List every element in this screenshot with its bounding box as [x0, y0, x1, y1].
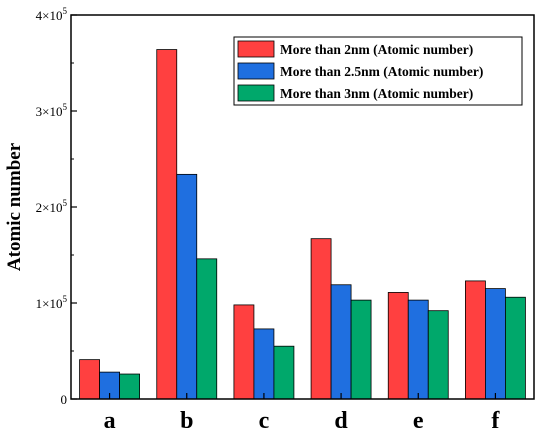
legend-box [233, 36, 523, 106]
y-tick-label: 2×105 [36, 198, 68, 215]
x-tick-label-e: e [413, 408, 424, 434]
bar-f-series-3 [505, 296, 526, 400]
legend-swatch-2 [237, 62, 275, 80]
legend-label-2: More than 2.5nm (Atomic number) [280, 64, 483, 79]
bar-b-series-1 [156, 49, 178, 400]
bar-f-series-2 [485, 288, 506, 400]
bar-b-series-2 [176, 173, 198, 400]
bar-f-series-1 [465, 280, 486, 400]
y-tick-label: 3×105 [36, 102, 68, 119]
x-tick-label-a: a [104, 408, 116, 434]
x-tick-label-c: c [259, 408, 270, 434]
x-tick-label-f: f [491, 408, 500, 434]
bar-a-series-1 [79, 359, 100, 400]
y-tick-label: 0 [61, 392, 68, 407]
y-axis: 0 1×105 2×105 3×105 4×105 [36, 6, 77, 407]
bar-e-series-3 [427, 310, 449, 400]
x-tick-label-b: b [180, 408, 193, 434]
legend-swatch-3 [237, 84, 275, 102]
bar-e-series-1 [387, 292, 409, 400]
y-tick-label: 4×105 [36, 6, 68, 23]
bar-d-series-1 [310, 238, 332, 400]
bar-c-series-1 [233, 304, 255, 400]
bar-d-series-2 [330, 284, 352, 400]
x-tick-label-d: d [334, 408, 348, 434]
x-axis: a b c d e f [104, 393, 500, 434]
y-tick-label: 1×105 [36, 294, 68, 311]
bar-c-series-2 [253, 328, 275, 400]
bar-b-series-3 [196, 258, 218, 400]
legend-label-3: More than 3nm (Atomic number) [280, 86, 473, 101]
legend: More than 2nm (Atomic number) More than 2… [233, 36, 523, 106]
y-axis-title: Atomic number [4, 142, 25, 271]
bar-a-series-3 [119, 373, 140, 400]
legend-label-1: More than 2nm (Atomic number) [280, 42, 473, 57]
bar-c-series-3 [273, 345, 295, 400]
bar-d-series-3 [350, 299, 372, 400]
legend-swatch-1 [237, 40, 275, 58]
bar-e-series-2 [407, 299, 429, 400]
bars-group [79, 49, 526, 400]
